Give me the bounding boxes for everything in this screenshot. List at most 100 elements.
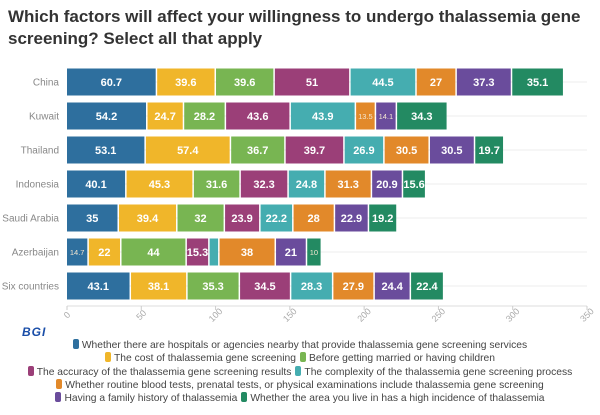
data-label: 39.7 [304,145,325,157]
data-label: 38 [241,247,253,259]
bar-segment [121,238,186,266]
data-label: 34.5 [254,281,275,293]
bar-segment [456,68,511,96]
data-label: 57.4 [177,145,199,157]
x-tick-label: 100 [207,306,225,324]
data-label: 30.5 [396,145,417,157]
legend-item[interactable]: Whether there are hospitals or agencies … [72,339,527,352]
bar-segment [429,136,474,164]
data-label: 35.1 [527,77,548,89]
data-label: 15.3 [187,247,208,259]
chart-title: Which factors will affect your willingne… [8,7,581,48]
legend-row: The cost of thalassemia gene screening Be… [0,352,600,365]
legend-swatch [27,365,34,376]
bar-segment [335,204,368,232]
bar-segment [240,170,288,198]
category-label: Indonesia [16,180,60,191]
bar-segment [403,170,425,198]
bar-segment [209,238,219,266]
legend: Whether there are hospitals or agencies … [0,339,600,405]
bar-segment [67,204,118,232]
legend-label: The complexity of the thalassemia gene s… [304,366,573,378]
data-label: 34.3 [411,111,432,123]
data-label: 44 [147,247,160,259]
bar-segment [184,102,225,130]
bar-segment [416,68,456,96]
legend-label: Whether the area you live in has a high … [250,393,545,405]
data-label: 38.1 [148,281,169,293]
category-label: Six countries [2,282,59,293]
bar-segment [372,170,402,198]
bar-segment [274,68,350,96]
data-label: 22.2 [266,213,287,225]
data-label: 22.9 [341,213,362,225]
legend-item[interactable]: Whether the area you live in has a high … [241,392,545,405]
bar-segment [219,238,275,266]
data-label: 35 [86,213,98,225]
legend-row: Having a family history of thalassemia Wh… [0,392,600,405]
category-label: Kuwait [29,112,59,123]
data-label: 20.9 [376,179,397,191]
bar-segment [193,170,240,198]
legend-item[interactable]: Having a family history of thalassemia [55,392,237,405]
bar-segment [369,204,397,232]
legend-item[interactable]: The complexity of the thalassemia gene s… [295,365,573,379]
data-label: 10 [310,248,318,257]
data-label: 36.7 [247,145,268,157]
data-label: 21 [285,247,297,259]
bgi-logo: BGI [22,325,47,339]
data-label: 39.6 [234,77,255,89]
stacked-bar-chart: China 60.7 39.6 39.6 51 44.5 27 37.3 35.1 Kuwait 5… [2,68,596,324]
legend-swatch [299,352,306,363]
bar-segment [333,272,374,300]
legend-swatch [295,365,302,376]
x-tick-label: 50 [134,308,148,322]
data-label: 28 [307,213,319,225]
bar-segment [88,238,121,266]
data-label: 30.5 [441,145,462,157]
bar-segment [119,204,177,232]
data-label: 40.1 [85,179,106,191]
bar-segment [67,68,156,96]
data-label: 13.5 [358,112,373,121]
legend-row: Whether there are hospitals or agencies … [0,339,600,352]
bar-segment [397,102,447,130]
bar-segment [147,102,183,130]
legend-row: Whether routine blood tests, prenatal te… [0,378,600,392]
legend-item[interactable]: Whether routine blood tests, prenatal te… [56,378,544,392]
data-label: 39.6 [175,77,196,89]
legend-label: Whether routine blood tests, prenatal te… [65,379,544,391]
bar-segment [350,68,416,96]
bar-segment [356,102,375,130]
bar-segment [384,136,429,164]
x-tick-label: 250 [430,306,448,324]
data-label: 43.1 [88,281,109,293]
data-label: 35.3 [202,281,223,293]
bar-segment [131,272,187,300]
data-label: 43.6 [247,111,268,123]
category-label: Azerbaijan [12,248,59,259]
legend-item[interactable]: Before getting married or having childre… [299,352,495,365]
x-tick-label: 150 [281,306,299,324]
legend-item[interactable]: The cost of thalassemia gene screening [104,352,296,365]
bar-segment [291,272,332,300]
data-label: 44.5 [372,77,393,89]
data-label: 14.7 [70,248,85,257]
bar-segment [290,102,355,130]
bar-segment [376,102,396,130]
data-label: 26.9 [353,145,374,157]
bar-segment [67,238,88,266]
bar-segment [67,136,145,164]
legend-item[interactable]: The accuracy of the thalassemia gene scr… [27,365,291,379]
data-label: 53.1 [95,145,116,157]
data-label: 28.2 [194,111,215,123]
bar-segment [260,204,293,232]
bar-segment [475,136,504,164]
category-label: China [33,78,60,89]
legend-label: The cost of thalassemia gene screening [113,353,296,365]
bar-segment [231,136,285,164]
bar-segment [187,272,239,300]
data-label: 19.2 [372,213,393,225]
data-label: 45.3 [149,179,170,191]
bar-segment [177,204,224,232]
